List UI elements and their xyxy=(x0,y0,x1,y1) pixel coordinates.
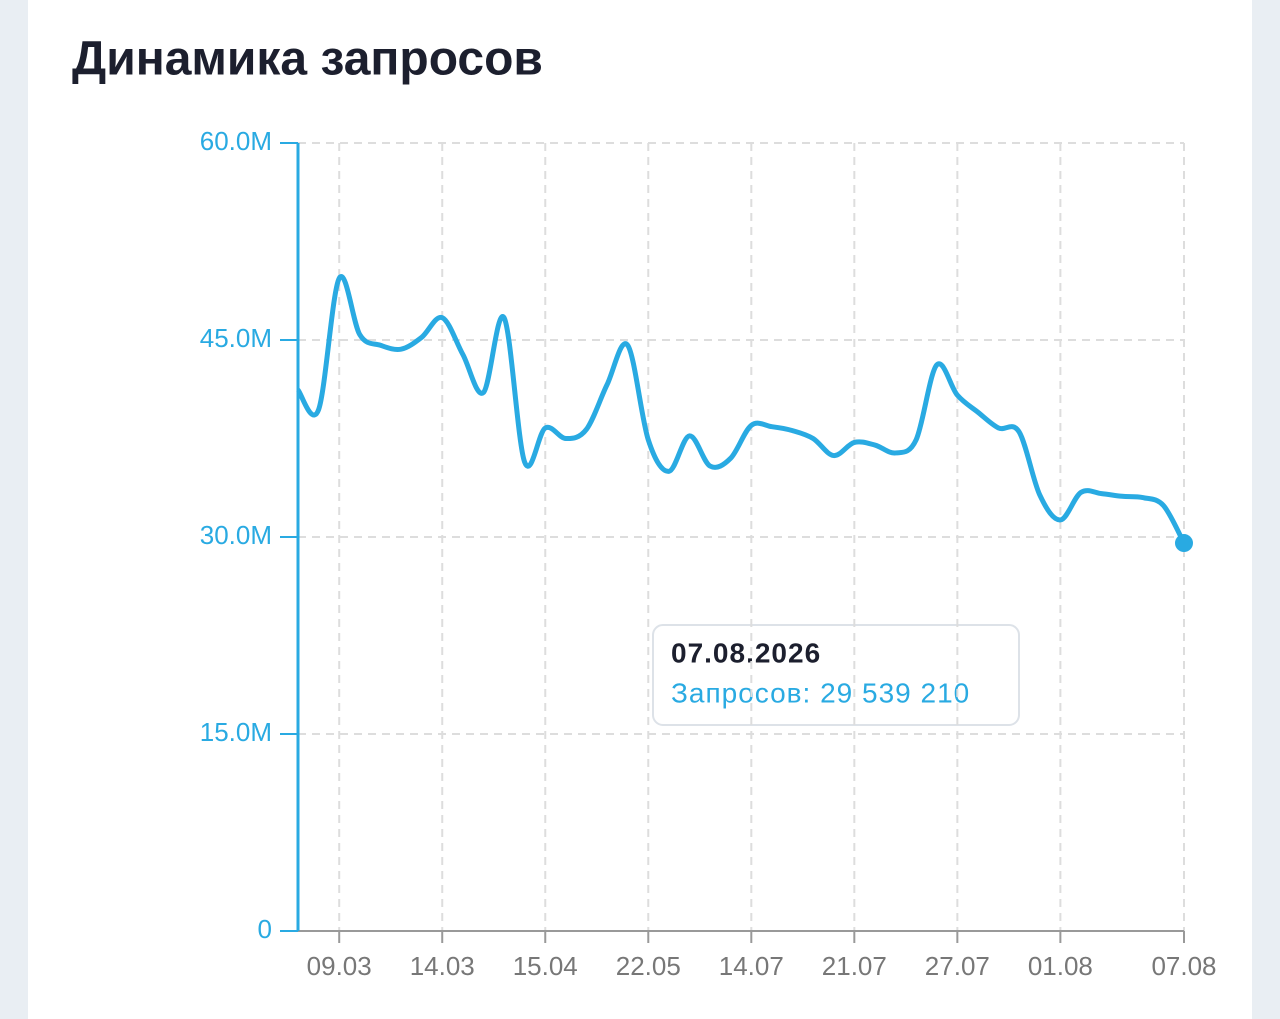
x-tick-label: 01.08 xyxy=(1028,951,1093,981)
x-tick-label: 07.08 xyxy=(1151,951,1216,981)
tooltip xyxy=(652,624,1020,726)
x-tick-label: 22.05 xyxy=(616,951,681,981)
x-tick-label: 14.03 xyxy=(410,951,475,981)
x-tick-label: 27.07 xyxy=(925,951,990,981)
active-point xyxy=(1175,534,1193,553)
y-tick-label: 15.0M xyxy=(200,717,272,747)
x-tick-label: 21.07 xyxy=(822,951,887,981)
tooltip-text: Запросов: 29 539 210 xyxy=(671,677,970,708)
y-tick-label: 45.0M xyxy=(200,323,272,353)
card xyxy=(28,0,1252,1019)
line xyxy=(295,274,1187,545)
y-tick-label: 30.0M xyxy=(200,520,272,550)
tooltip-title: 07.08.2026 xyxy=(671,637,821,668)
x-tick-label: 14.07 xyxy=(719,951,784,981)
y-tick-label: 60.0M xyxy=(200,126,272,156)
x-tick-label: 15.04 xyxy=(513,951,578,981)
x-tick-label: 09.03 xyxy=(307,951,372,981)
y-tick-label: 0 xyxy=(258,914,272,944)
chart-title: Динамика запросов xyxy=(72,33,543,86)
